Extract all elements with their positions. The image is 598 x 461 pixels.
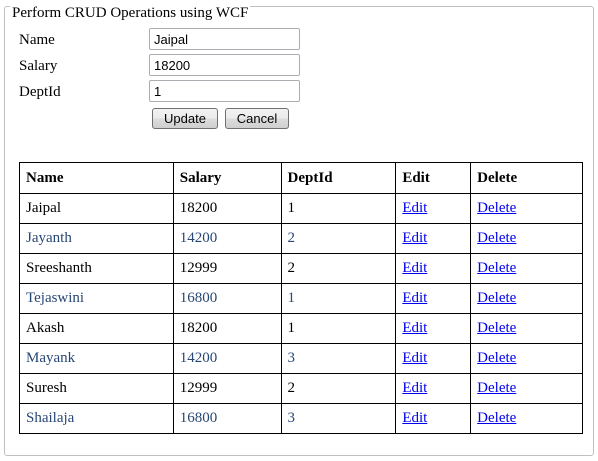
- table-row: Jayanth 14200 2 Edit Delete: [19, 223, 583, 254]
- crud-fieldset: Perform CRUD Operations using WCF: [4, 5, 594, 456]
- table-row: Mayank 14200 3 Edit Delete: [19, 343, 583, 374]
- cell-edit: Edit: [395, 283, 472, 314]
- cell-salary: 12999: [172, 253, 282, 284]
- cell-deptid: 1: [280, 283, 397, 314]
- delete-link[interactable]: Delete: [477, 260, 517, 276]
- table-row: Shailaja 16800 3 Edit Delete: [19, 403, 583, 434]
- cell-deptid: 1: [280, 313, 397, 344]
- cell-edit: Edit: [395, 253, 472, 284]
- cell-salary: 18200: [172, 313, 282, 344]
- cancel-button[interactable]: Cancel: [225, 108, 289, 129]
- cell-name: Shailaja: [19, 403, 174, 434]
- edit-link[interactable]: Edit: [402, 260, 428, 276]
- cell-delete: Delete: [470, 253, 583, 284]
- cell-salary: 12999: [172, 373, 282, 404]
- table-row: Tejaswini 16800 1 Edit Delete: [19, 283, 583, 314]
- grid-header-row: Name Salary DeptId Edit Delete: [19, 162, 583, 194]
- fieldset-legend: Perform CRUD Operations using WCF: [10, 5, 251, 21]
- table-row: Jaipal 18200 1 Edit Delete: [19, 193, 583, 224]
- cell-edit: Edit: [395, 223, 472, 254]
- cell-salary: 14200: [172, 343, 282, 374]
- table-row: Suresh 12999 2 Edit Delete: [19, 373, 583, 404]
- salary-field[interactable]: [149, 54, 300, 76]
- table-row: Akash 18200 1 Edit Delete: [19, 313, 583, 344]
- cell-deptid: 2: [280, 223, 397, 254]
- edit-link[interactable]: Edit: [402, 320, 428, 336]
- cell-deptid: 1: [280, 193, 397, 224]
- salary-label: Salary: [19, 58, 58, 74]
- cell-salary: 18200: [172, 193, 282, 224]
- edit-link[interactable]: Edit: [402, 350, 428, 366]
- edit-link[interactable]: Edit: [402, 290, 428, 306]
- cell-name: Mayank: [19, 343, 174, 374]
- cell-name: Tejaswini: [19, 283, 174, 314]
- header-delete: Delete: [470, 162, 583, 194]
- header-edit: Edit: [395, 162, 472, 194]
- cell-deptid: 3: [280, 403, 397, 434]
- edit-link[interactable]: Edit: [402, 230, 428, 246]
- cell-deptid: 2: [280, 373, 397, 404]
- cell-deptid: 3: [280, 343, 397, 374]
- cell-edit: Edit: [395, 343, 472, 374]
- deptid-field[interactable]: [149, 80, 300, 102]
- cell-name: Sreeshanth: [19, 253, 174, 284]
- table-row: Sreeshanth 12999 2 Edit Delete: [19, 253, 583, 284]
- header-name: Name: [19, 162, 174, 194]
- cell-deptid: 2: [280, 253, 397, 284]
- cell-delete: Delete: [470, 373, 583, 404]
- delete-link[interactable]: Delete: [477, 320, 517, 336]
- cell-name: Akash: [19, 313, 174, 344]
- name-field[interactable]: [149, 28, 300, 50]
- delete-link[interactable]: Delete: [477, 290, 517, 306]
- deptid-label: DeptId: [19, 84, 61, 100]
- cell-salary: 14200: [172, 223, 282, 254]
- cell-delete: Delete: [470, 403, 583, 434]
- cell-name: Jayanth: [19, 223, 174, 254]
- cell-salary: 16800: [172, 283, 282, 314]
- header-salary: Salary: [172, 162, 282, 194]
- delete-link[interactable]: Delete: [477, 230, 517, 246]
- update-button[interactable]: Update: [152, 108, 218, 129]
- cell-delete: Delete: [470, 193, 583, 224]
- edit-link[interactable]: Edit: [402, 380, 428, 396]
- employee-grid: Name Salary DeptId Edit Delete Jaipal 18…: [19, 162, 583, 434]
- cell-delete: Delete: [470, 283, 583, 314]
- delete-link[interactable]: Delete: [477, 410, 517, 426]
- cell-edit: Edit: [395, 313, 472, 344]
- edit-link[interactable]: Edit: [402, 200, 428, 216]
- cell-salary: 16800: [172, 403, 282, 434]
- delete-link[interactable]: Delete: [477, 200, 517, 216]
- name-label: Name: [19, 32, 55, 48]
- cell-name: Jaipal: [19, 193, 174, 224]
- delete-link[interactable]: Delete: [477, 380, 517, 396]
- cell-edit: Edit: [395, 403, 472, 434]
- cell-edit: Edit: [395, 193, 472, 224]
- cell-name: Suresh: [19, 373, 174, 404]
- cell-delete: Delete: [470, 343, 583, 374]
- cell-delete: Delete: [470, 223, 583, 254]
- header-deptid: DeptId: [280, 162, 397, 194]
- cell-delete: Delete: [470, 313, 583, 344]
- delete-link[interactable]: Delete: [477, 350, 517, 366]
- cell-edit: Edit: [395, 373, 472, 404]
- edit-link[interactable]: Edit: [402, 410, 428, 426]
